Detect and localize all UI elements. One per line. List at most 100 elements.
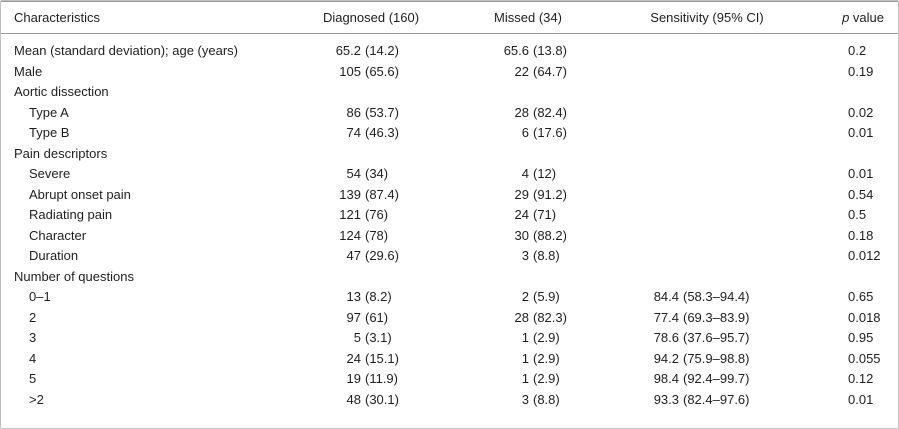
table-row: 5 19 (11.9) 1 (2.9) 98.4 (92.4–99.7) 0.12 xyxy=(1,369,898,390)
value-count: 98.4 xyxy=(653,371,679,386)
table-row: Duration 47 (29.6) 3 (8.8) 0.012 xyxy=(1,246,898,267)
value-count: 24 xyxy=(346,350,361,366)
cell-p-value: 0.01 xyxy=(848,125,874,140)
cell-p-value: 0.018 xyxy=(848,309,881,325)
value-count: 28 xyxy=(514,104,529,120)
cell-missed: 3 (8.8) xyxy=(441,246,581,267)
value-count: 5 xyxy=(353,330,361,345)
row-label: Male xyxy=(14,63,43,79)
value-count: 54 xyxy=(346,166,361,181)
cell-missed: 6 (17.6) xyxy=(441,123,581,144)
value-count: 77.4 xyxy=(653,309,679,325)
cell-p-value: 0.19 xyxy=(848,63,874,79)
value-detail: (76) xyxy=(365,207,389,222)
cell-missed: 28 (82.3) xyxy=(441,308,581,329)
cell-diagnosed: 54 (34) xyxy=(301,164,441,185)
cell-diagnosed: 5 (3.1) xyxy=(301,328,441,349)
value-count: 93.3 xyxy=(653,391,679,407)
value-count: 3 xyxy=(521,248,529,263)
table-row: Radiating pain 121 (76) 24 (71) 0.5 xyxy=(1,205,898,226)
value-detail: (8.8) xyxy=(533,391,560,407)
value-count: 3 xyxy=(521,391,529,407)
cell-sensitivity xyxy=(581,246,781,267)
cell-missed xyxy=(441,267,581,288)
cell-diagnosed xyxy=(301,82,441,103)
value-detail: (8.8) xyxy=(533,248,560,263)
cell-p-value: 0.18 xyxy=(848,227,874,243)
cell-sensitivity xyxy=(581,82,781,103)
value-detail: (2.9) xyxy=(533,371,560,386)
table-row: Type A 86 (53.7) 28 (82.4) 0.02 xyxy=(1,103,898,124)
cell-sensitivity xyxy=(581,144,781,165)
value-count: 121 xyxy=(339,207,361,222)
cell-p-value: 0.12 xyxy=(848,371,874,386)
value-detail: (71) xyxy=(533,207,557,222)
group-label: Number of questions xyxy=(14,268,134,284)
value-count: 4 xyxy=(521,166,529,181)
value-count: 48 xyxy=(346,391,361,407)
cell-missed xyxy=(441,82,581,103)
row-label: Type A xyxy=(29,104,69,120)
cell-missed: 1 (2.9) xyxy=(441,349,581,370)
cell-diagnosed: 65.2 (14.2) xyxy=(301,34,441,62)
table-row: 3 5 (3.1) 1 (2.9) 78.6 (37.6–95.7) 0.95 xyxy=(1,328,898,349)
value-count: 30 xyxy=(514,227,529,243)
value-detail: (58.3–94.4) xyxy=(683,289,750,304)
header-row: Characteristics Diagnosed (160) Missed (… xyxy=(1,1,898,34)
value-detail: (82.4) xyxy=(533,104,567,120)
cell-sensitivity xyxy=(581,103,781,124)
value-detail: (13.8) xyxy=(533,43,567,58)
value-detail: (64.7) xyxy=(533,63,567,79)
value-count: 78.6 xyxy=(653,330,679,345)
row-label: Severe xyxy=(29,166,71,181)
col-header-missed: Missed (34) xyxy=(441,1,581,34)
cell-sensitivity xyxy=(581,164,781,185)
cell-sensitivity xyxy=(581,123,781,144)
value-count: 65.6 xyxy=(503,43,529,58)
group-row: Aortic dissection xyxy=(1,82,898,103)
value-count: 1 xyxy=(521,350,529,366)
value-detail: (17.6) xyxy=(533,125,567,140)
cell-diagnosed: 74 (46.3) xyxy=(301,123,441,144)
value-detail: (88.2) xyxy=(533,227,567,243)
value-detail: (92.4–99.7) xyxy=(683,371,750,386)
cell-sensitivity xyxy=(581,267,781,288)
table-row: Severe 54 (34) 4 (12) 0.01 xyxy=(1,164,898,185)
table-body: Mean (standard deviation); age (years) 65… xyxy=(1,34,898,411)
cell-p-value: 0.012 xyxy=(848,248,881,263)
cell-sensitivity: 93.3 (82.4–97.6) xyxy=(581,390,781,411)
cell-sensitivity: 98.4 (92.4–99.7) xyxy=(581,369,781,390)
value-detail: (61) xyxy=(365,309,389,325)
cell-p-value: 0.055 xyxy=(848,350,881,366)
cell-diagnosed: 97 (61) xyxy=(301,308,441,329)
value-detail: (53.7) xyxy=(365,104,399,120)
table-row: 0–1 13 (8.2) 2 (5.9) 84.4 (58.3–94.4) 0.65 xyxy=(1,287,898,308)
cell-missed: 3 (8.8) xyxy=(441,390,581,411)
cell-diagnosed: 47 (29.6) xyxy=(301,246,441,267)
cell-p-value: 0.95 xyxy=(848,330,874,345)
group-label: Pain descriptors xyxy=(14,145,108,161)
value-detail: (82.3) xyxy=(533,309,567,325)
cell-sensitivity: 78.6 (37.6–95.7) xyxy=(581,328,781,349)
cell-diagnosed xyxy=(301,144,441,165)
col-header-p-value: p value xyxy=(781,1,898,34)
value-count: 29 xyxy=(514,186,529,202)
value-count: 28 xyxy=(514,309,529,325)
value-detail: (15.1) xyxy=(365,350,399,366)
row-label: Mean (standard deviation); age (years) xyxy=(14,43,239,58)
cell-diagnosed xyxy=(301,267,441,288)
cell-missed: 2 (5.9) xyxy=(441,287,581,308)
cell-diagnosed: 86 (53.7) xyxy=(301,103,441,124)
value-count: 47 xyxy=(346,248,361,263)
cell-sensitivity xyxy=(581,34,781,62)
value-count: 139 xyxy=(339,186,361,202)
cell-p-value: 0.01 xyxy=(848,391,874,407)
cell-sensitivity: 77.4 (69.3–83.9) xyxy=(581,308,781,329)
cell-sensitivity: 94.2 (75.9–98.8) xyxy=(581,349,781,370)
table-row: 4 24 (15.1) 1 (2.9) 94.2 (75.9–98.8) 0.055 xyxy=(1,349,898,370)
col-header-sensitivity: Sensitivity (95% CI) xyxy=(581,1,781,34)
col-header-characteristics: Characteristics xyxy=(1,1,301,34)
value-count: 94.2 xyxy=(653,350,679,366)
cell-p-value xyxy=(781,267,898,288)
row-label: Type B xyxy=(29,125,70,140)
